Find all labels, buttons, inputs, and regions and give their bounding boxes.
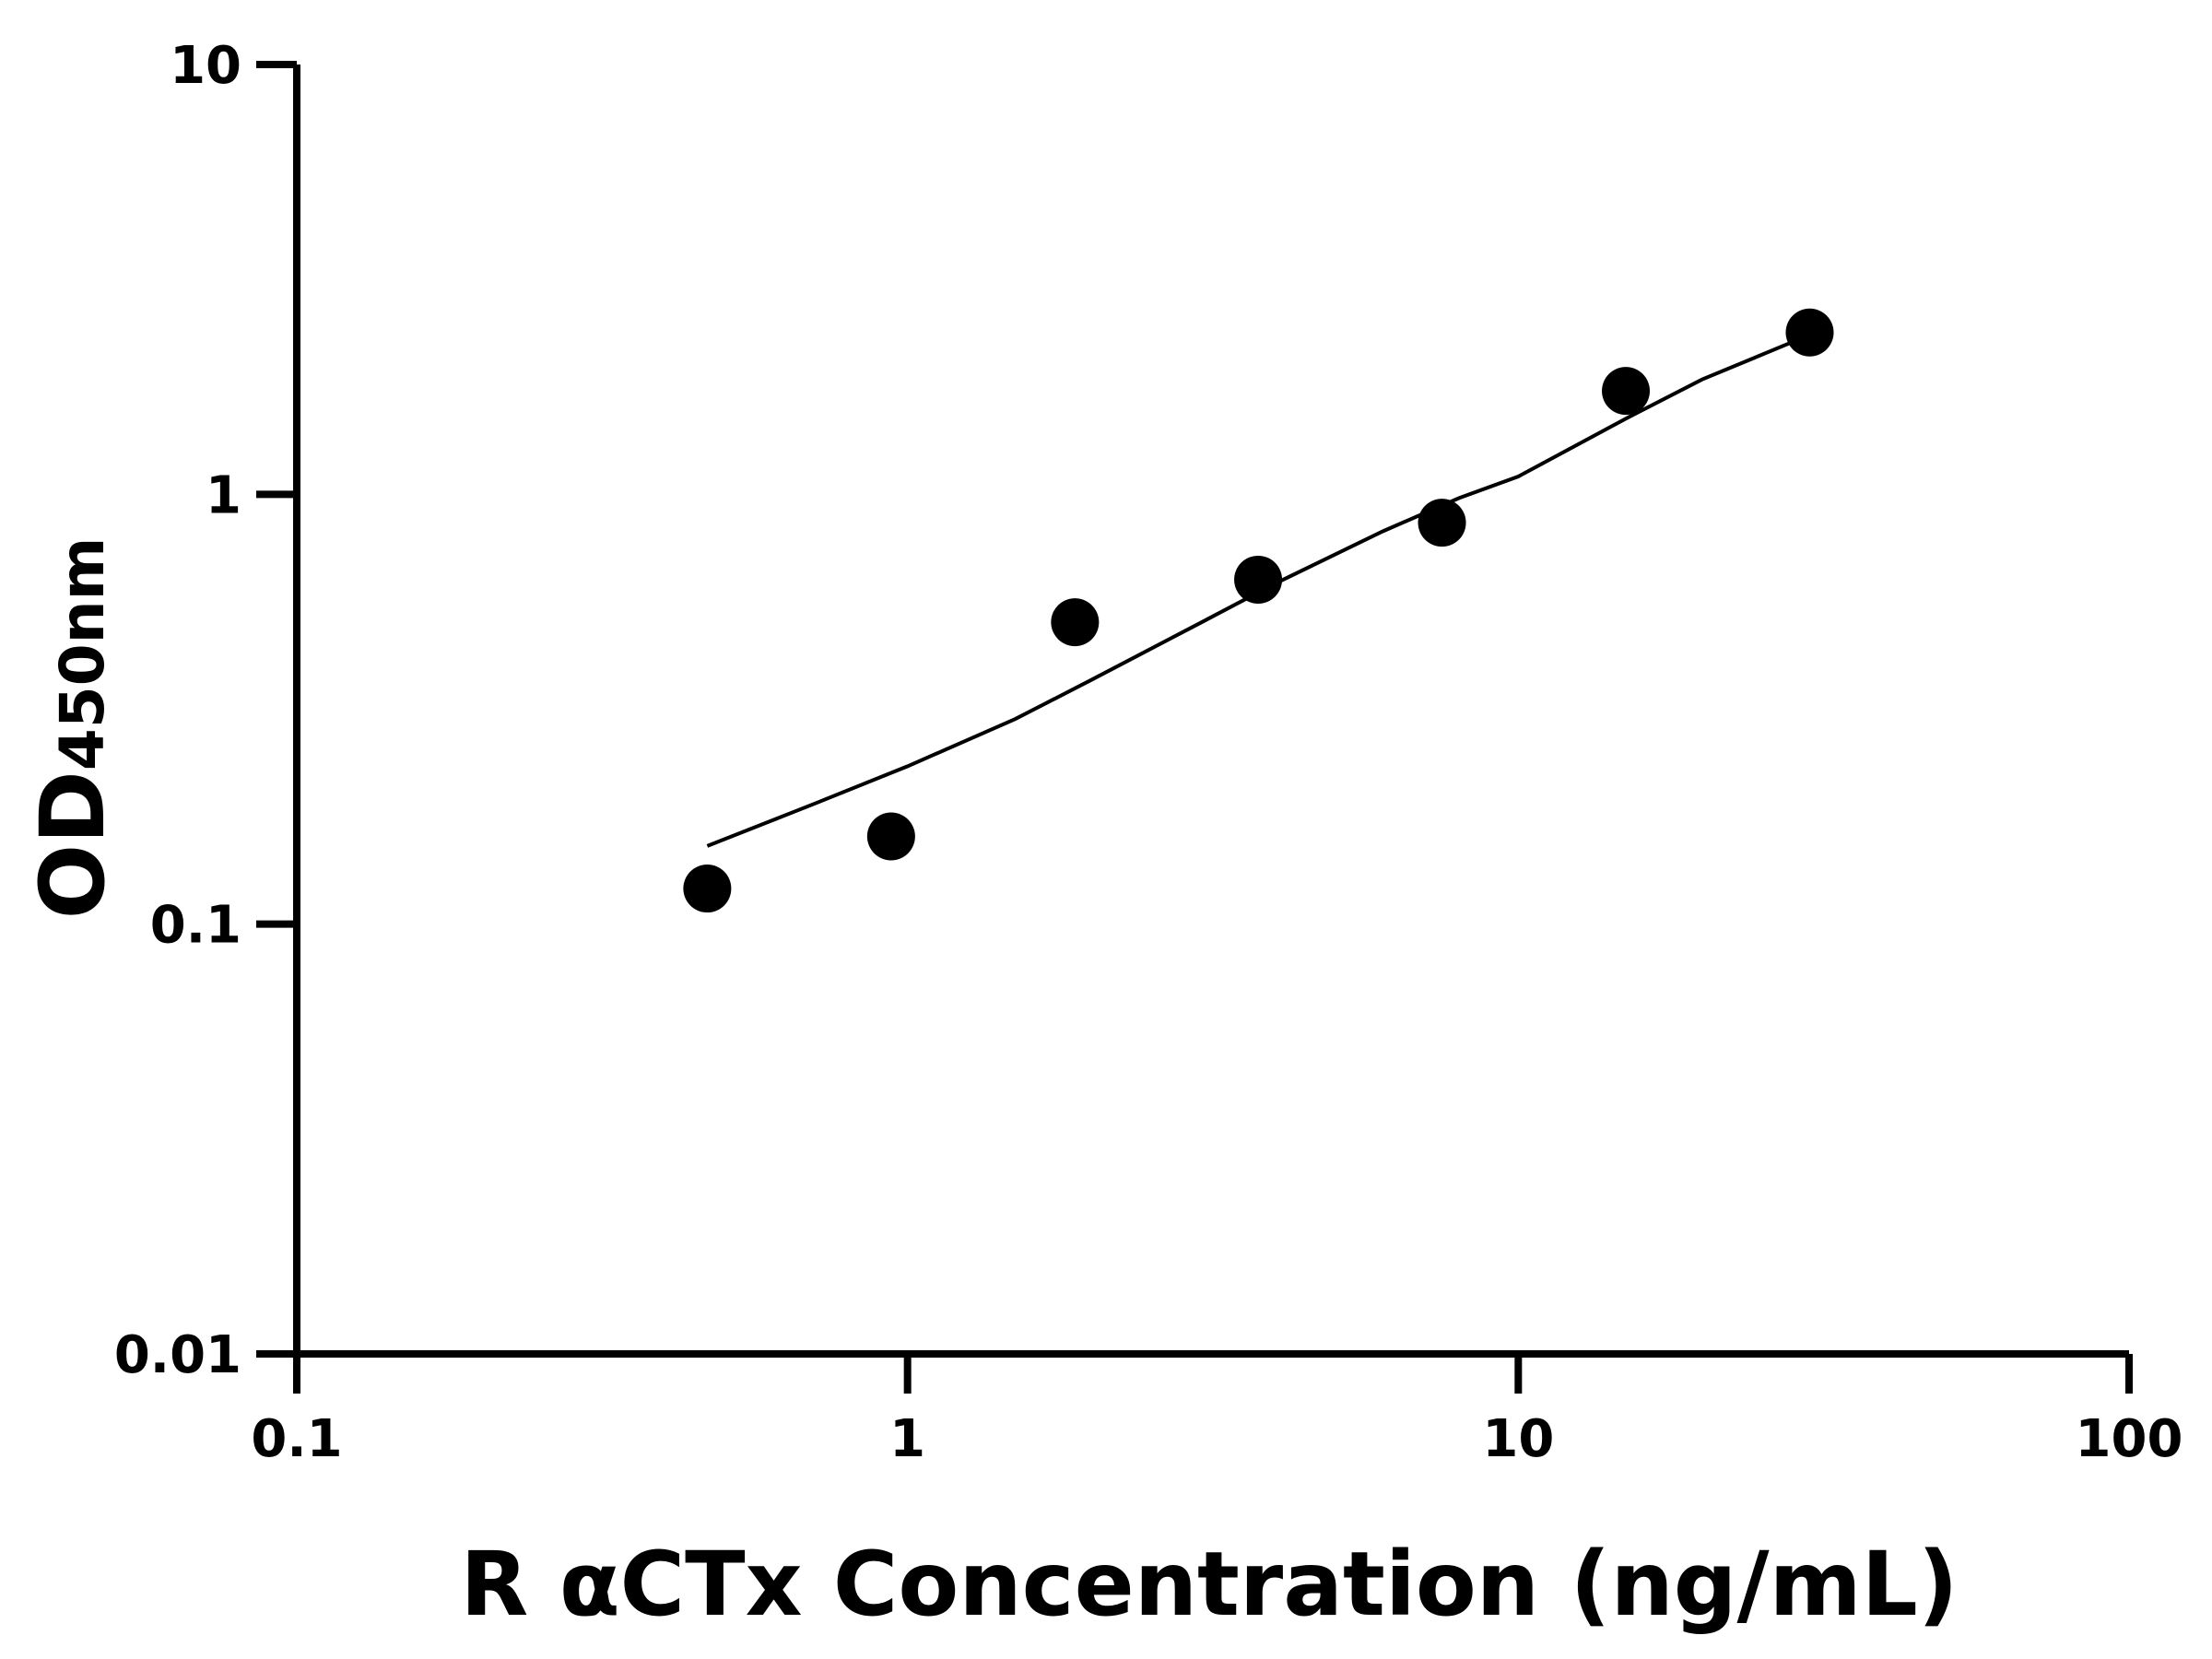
y-tick-label: 0.1 xyxy=(150,896,241,956)
y-axis-title-sub: 450nm xyxy=(47,537,118,771)
data-point xyxy=(1051,598,1100,647)
y-tick-label: 10 xyxy=(170,36,241,96)
data-points xyxy=(683,308,1834,913)
x-tick-label: 1 xyxy=(889,1409,925,1469)
y-tick-label: 0.01 xyxy=(114,1325,241,1385)
axes xyxy=(256,61,2133,1394)
data-point xyxy=(1418,499,1466,547)
data-point xyxy=(683,865,732,913)
x-tick-label: 10 xyxy=(1482,1409,1554,1469)
data-point xyxy=(866,812,915,861)
y-tick-label: 1 xyxy=(206,465,241,525)
y-axis-title: OD450nm xyxy=(21,537,124,920)
x-tick-label: 0.1 xyxy=(251,1409,342,1469)
x-tick-label: 100 xyxy=(2076,1409,2183,1469)
data-point xyxy=(1785,308,1834,357)
data-point xyxy=(1602,367,1651,416)
x-axis-title: R αCTx Concentration (ng/mL) xyxy=(460,1533,1958,1636)
y-axis-title-main: OD xyxy=(21,771,124,919)
data-point xyxy=(1234,555,1283,604)
